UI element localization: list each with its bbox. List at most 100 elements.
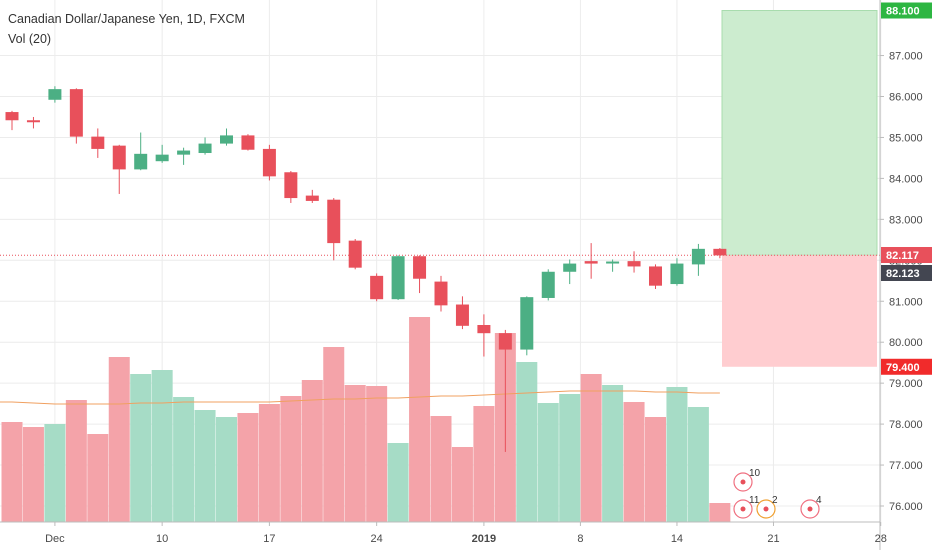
volume-bar bbox=[623, 402, 645, 522]
candle-body bbox=[541, 271, 555, 298]
price-tag-target: 88.100 bbox=[881, 2, 932, 19]
volume-bar bbox=[65, 400, 87, 522]
candle[interactable] bbox=[91, 128, 105, 158]
candle[interactable] bbox=[198, 137, 212, 155]
event-marker[interactable]: 10 bbox=[733, 468, 761, 492]
chart-legend: Canadian Dollar/Japanese Yen, 1D, FXCM V… bbox=[8, 9, 245, 49]
candle[interactable] bbox=[691, 243, 705, 276]
candle-body bbox=[48, 89, 62, 100]
candle[interactable] bbox=[69, 88, 83, 144]
candle[interactable] bbox=[520, 296, 534, 356]
candle-body bbox=[498, 333, 512, 350]
candle[interactable] bbox=[348, 239, 362, 270]
volume-indicator-label[interactable]: Vol (20) bbox=[8, 32, 52, 46]
price-tag-label: 79.400 bbox=[886, 362, 920, 374]
candle[interactable] bbox=[134, 132, 148, 171]
time-tick-label: 2019 bbox=[472, 533, 496, 545]
volume-bar bbox=[173, 397, 195, 522]
candle-body bbox=[305, 195, 319, 201]
candle[interactable] bbox=[541, 269, 555, 301]
candle-body bbox=[477, 325, 491, 334]
candle-body bbox=[69, 89, 83, 137]
event-marker[interactable]: 2 bbox=[756, 495, 778, 519]
volume-bar bbox=[409, 317, 431, 522]
event-count: 10 bbox=[749, 468, 761, 479]
volume-bar bbox=[1, 422, 23, 522]
price-tick-label: 79.000 bbox=[889, 378, 923, 390]
candle[interactable] bbox=[284, 171, 298, 203]
volume-bar bbox=[301, 380, 323, 522]
candle[interactable] bbox=[220, 128, 233, 146]
symbol-title[interactable]: Canadian Dollar/Japanese Yen, 1D, FXCM bbox=[8, 12, 245, 26]
candle-body bbox=[112, 145, 126, 170]
candle[interactable] bbox=[112, 144, 126, 194]
candle[interactable] bbox=[48, 86, 62, 103]
time-tick-label: 17 bbox=[263, 533, 275, 545]
price-tag-box bbox=[881, 2, 932, 19]
price-tag-label: 82.123 bbox=[886, 268, 920, 280]
price-tag-stop: 79.400 bbox=[881, 358, 932, 375]
event-marker[interactable]: 11 bbox=[733, 495, 760, 519]
volume-bar bbox=[430, 416, 452, 522]
candle[interactable] bbox=[305, 189, 319, 203]
candle-body bbox=[434, 281, 448, 306]
volume-bars bbox=[1, 317, 731, 522]
candle[interactable] bbox=[563, 259, 577, 285]
candle[interactable] bbox=[391, 255, 405, 301]
candle[interactable] bbox=[26, 116, 40, 129]
candle[interactable] bbox=[670, 258, 684, 286]
candle[interactable] bbox=[584, 243, 598, 279]
volume-bar bbox=[602, 385, 624, 522]
candle[interactable] bbox=[241, 134, 255, 151]
volume-bar bbox=[237, 413, 259, 522]
price-tag-box bbox=[881, 358, 932, 375]
profit-zone[interactable] bbox=[721, 10, 878, 256]
candle[interactable] bbox=[477, 314, 491, 357]
price-tick-label: 77.000 bbox=[889, 460, 923, 472]
candle-body bbox=[91, 136, 105, 149]
candle-body bbox=[455, 304, 469, 326]
candle[interactable] bbox=[5, 110, 19, 131]
loss-zone[interactable] bbox=[722, 255, 877, 367]
candle[interactable] bbox=[327, 198, 341, 261]
candle-body bbox=[26, 120, 40, 123]
volume-ma-path bbox=[0, 390, 720, 405]
volume-bar bbox=[666, 387, 688, 522]
candle[interactable] bbox=[262, 144, 276, 181]
volume-bar bbox=[559, 394, 581, 522]
volume-bar bbox=[258, 404, 280, 522]
position-zones[interactable] bbox=[721, 10, 878, 367]
candle[interactable] bbox=[649, 264, 662, 289]
candle[interactable] bbox=[370, 273, 384, 302]
event-markers[interactable]: 10 11 2 4 bbox=[733, 468, 822, 519]
event-marker[interactable]: 4 bbox=[800, 495, 822, 519]
candle[interactable] bbox=[177, 147, 191, 165]
volume-bar bbox=[216, 417, 237, 522]
event-dot bbox=[763, 506, 769, 512]
candle[interactable] bbox=[606, 259, 620, 272]
price-tick-label: 78.000 bbox=[889, 419, 923, 431]
candle-body bbox=[177, 150, 191, 155]
candle-body bbox=[391, 256, 405, 300]
candle[interactable] bbox=[434, 275, 448, 312]
candle-body bbox=[563, 263, 577, 272]
candle[interactable] bbox=[627, 251, 641, 273]
candle[interactable] bbox=[455, 296, 469, 330]
candle-body bbox=[241, 135, 255, 150]
candlestick-series[interactable] bbox=[5, 86, 727, 452]
candle-body bbox=[713, 248, 727, 256]
candle[interactable] bbox=[713, 248, 727, 259]
time-tick-label: Dec bbox=[45, 533, 65, 545]
volume-bar bbox=[44, 424, 66, 522]
candle-body bbox=[134, 153, 148, 170]
volume-bar bbox=[387, 443, 409, 522]
event-dot bbox=[740, 506, 746, 512]
time-tick-label: 21 bbox=[767, 533, 779, 545]
candle[interactable] bbox=[155, 144, 169, 163]
time-tick-label: 28 bbox=[875, 533, 887, 545]
candle[interactable] bbox=[498, 329, 512, 452]
candle[interactable] bbox=[413, 255, 427, 294]
event-count: 11 bbox=[749, 495, 760, 506]
